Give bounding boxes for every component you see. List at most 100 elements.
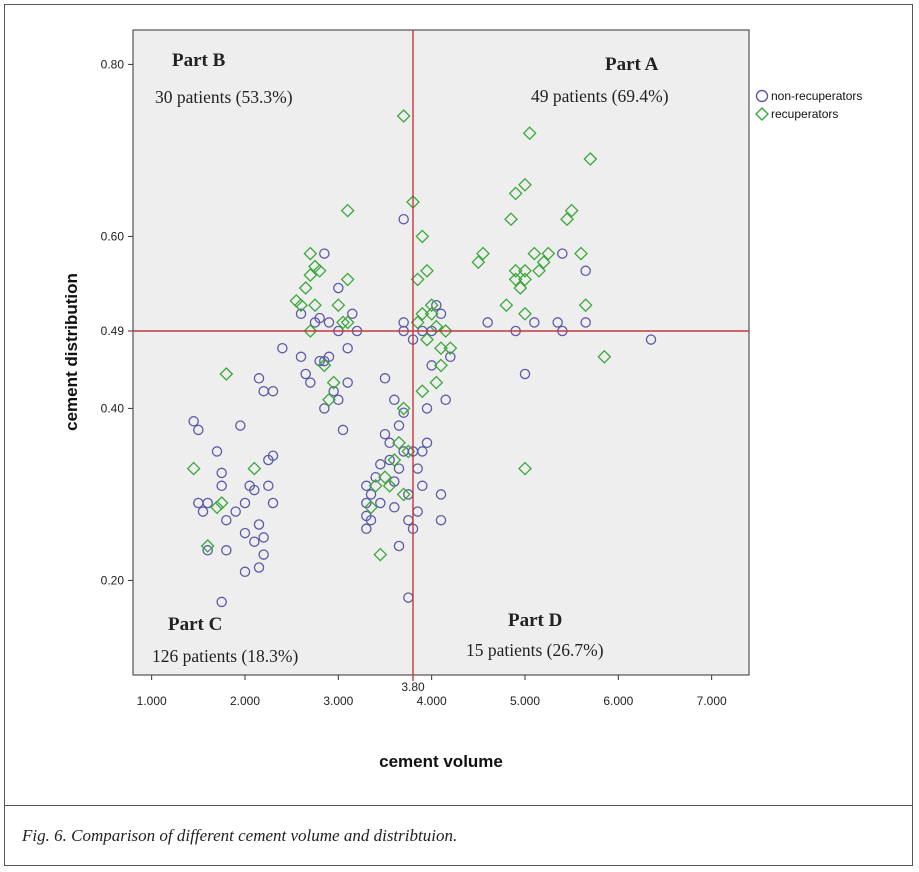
- non-recuperator-point: [305, 377, 316, 388]
- recuperator-point: [210, 500, 224, 515]
- non-recuperator-point: [421, 437, 433, 449]
- recuperator-point: [396, 487, 411, 502]
- recuperator-point: [560, 212, 574, 227]
- y-axis: 0.20 0.40 0.49 0.60 0.80: [101, 57, 133, 587]
- x-tick-label: 7.000: [697, 694, 727, 708]
- quadrant-b-title: Part B: [172, 50, 226, 71]
- non-recuperator-point: [435, 308, 447, 320]
- non-recuperator-point: [193, 424, 204, 436]
- x-axis: 1.000 2.000 3.000 4.000 5.000 6.000 7.000: [137, 675, 727, 708]
- non-recuperator-point: [239, 527, 251, 539]
- non-recuperator-point: [333, 394, 344, 406]
- y-axis-title: cement distribution: [62, 273, 81, 431]
- non-recuperator-point: [426, 360, 437, 371]
- quadrant-c-title: Part C: [168, 614, 222, 635]
- recuperator-point: [536, 255, 551, 270]
- recuperator-point: [564, 203, 579, 218]
- non-recuperator-point: [393, 420, 405, 431]
- recuperator-point: [378, 470, 392, 485]
- recuperator-point: [303, 268, 318, 283]
- recuperator-point: [247, 461, 262, 476]
- non-recuperator-point: [253, 373, 265, 384]
- non-recuperator-point: [333, 282, 344, 294]
- non-recuperator-point: [417, 480, 428, 492]
- recuperator-point: [322, 392, 336, 407]
- recuperator-point: [499, 298, 514, 313]
- recuperator-point: [476, 246, 490, 261]
- non-recuperator-point: [258, 532, 269, 543]
- non-recuperator-point: [295, 351, 307, 363]
- non-recuperator-point: [398, 407, 409, 418]
- x-tick-label: 3.000: [323, 694, 353, 708]
- recuperator-point: [518, 177, 532, 192]
- non-recuperator-point: [379, 373, 391, 384]
- legend-diamond-marker: [755, 107, 769, 121]
- non-recuperator-point: [435, 489, 447, 500]
- recuperator-point: [420, 263, 434, 278]
- non-recuperator-point: [202, 545, 213, 556]
- recuperator-point: [415, 229, 430, 244]
- non-recuperator-point: [230, 506, 241, 517]
- recuperator-point: [415, 306, 430, 321]
- recuperator-point: [541, 246, 556, 261]
- non-recuperator-point: [314, 312, 325, 324]
- recuperator-point: [308, 298, 322, 313]
- y-tick-label: 0.49: [101, 324, 125, 338]
- non-recuperator-point: [645, 334, 657, 345]
- recuperator-point: [396, 109, 411, 123]
- recuperator-point: [340, 315, 355, 330]
- scatter-chart: 1.000 2.000 3.000 4.000 5.000 6.000 7.000 0.20…: [62, 29, 862, 771]
- y-tick-label: 0.60: [101, 229, 125, 243]
- recuperator-point: [429, 375, 444, 390]
- recuperator-point: [392, 435, 406, 450]
- non-recuperator-point: [249, 484, 260, 496]
- recuperator-point: [532, 263, 546, 278]
- non-recuperator-point: [361, 480, 372, 492]
- non-recuperator-point: [580, 317, 591, 328]
- recuperator-point: [429, 319, 444, 334]
- recuperator-point: [312, 263, 327, 278]
- non-recuperator-point: [239, 566, 251, 578]
- non-recuperator-point: [319, 403, 330, 414]
- non-recuperator-point: [365, 514, 377, 526]
- quadrant-a-count: 49 patients (69.4%): [531, 86, 669, 106]
- legend-circle-marker: [755, 89, 769, 103]
- non-recuperator-point: [529, 317, 540, 328]
- x-tick-label: 4.000: [417, 694, 447, 708]
- recuperator-point: [415, 384, 430, 399]
- x-tick-label: 6.000: [603, 694, 633, 708]
- recuperator-point: [518, 272, 532, 287]
- non-recuperator-point: [221, 545, 232, 556]
- recuperator-point: [424, 298, 439, 313]
- recuperator-point: [336, 315, 350, 330]
- quadrant-d-title: Part D: [508, 610, 562, 631]
- recuperator-point: [504, 212, 518, 227]
- legend-label-recuperators: recuperators: [771, 107, 838, 121]
- y-tick-label: 0.20: [101, 573, 125, 587]
- legend-label-non-recuperators: non-recuperators: [771, 89, 862, 103]
- non-recuperator-point: [216, 596, 227, 608]
- recuperator-point: [508, 263, 523, 278]
- recuperator-point: [387, 453, 402, 467]
- recuperator-point: [340, 203, 355, 218]
- non-recuperator-point: [253, 519, 265, 530]
- recuperator-point: [434, 358, 448, 373]
- recuperator-point: [340, 272, 355, 287]
- quadrant-a-title: Part A: [605, 54, 659, 75]
- non-recuperator-point: [379, 428, 391, 440]
- non-recuperator-point: [519, 368, 531, 380]
- volume-threshold-label: 3.80: [401, 680, 425, 694]
- non-recuperator-point: [552, 317, 563, 328]
- recuperator-point: [382, 478, 397, 493]
- non-recuperator-point: [235, 420, 246, 431]
- non-recuperator-point: [361, 523, 372, 535]
- recuperator-point: [186, 461, 201, 476]
- recuperator-point: [303, 324, 318, 338]
- non-recuperator-point: [239, 497, 251, 509]
- non-recuperator-point: [258, 549, 269, 560]
- non-recuperator-point: [347, 308, 358, 320]
- non-recuperator-point: [188, 416, 199, 427]
- recuperator-point: [294, 298, 308, 313]
- non-recuperator-point: [216, 480, 227, 492]
- recuperator-point: [583, 152, 598, 166]
